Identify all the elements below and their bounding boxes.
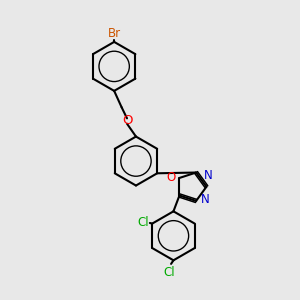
- Text: Cl: Cl: [163, 266, 175, 279]
- Text: O: O: [122, 114, 132, 127]
- Text: N: N: [201, 193, 209, 206]
- Text: O: O: [166, 172, 175, 184]
- Text: Cl: Cl: [137, 216, 149, 229]
- Text: N: N: [204, 169, 212, 182]
- Text: Br: Br: [108, 26, 121, 40]
